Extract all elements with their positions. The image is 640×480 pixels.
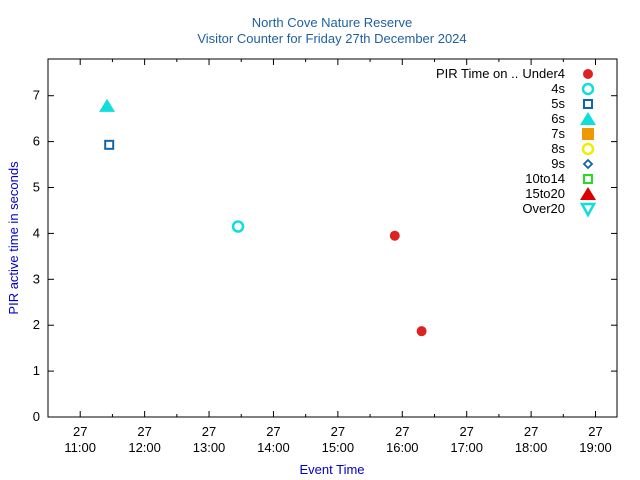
data-point — [99, 98, 116, 112]
legend-label: 15to20 — [525, 186, 565, 201]
x-tick-label-time: 15:00 — [322, 440, 355, 455]
legend-marker — [582, 128, 594, 140]
x-tick-label-day: 27 — [137, 424, 151, 439]
legend-marker — [583, 174, 593, 184]
x-tick-label-day: 27 — [395, 424, 409, 439]
x-tick-label-time: 14:00 — [257, 440, 290, 455]
plot-frame — [47, 58, 618, 418]
legend-marker — [583, 99, 593, 109]
legend-marker — [579, 202, 597, 218]
y-tick-label: 4 — [33, 225, 40, 240]
x-tick-label-day: 27 — [588, 424, 602, 439]
legend-label: Over20 — [522, 201, 565, 216]
x-tick-label-time: 19:00 — [579, 440, 612, 455]
x-tick-label-time: 18:00 — [515, 440, 548, 455]
legend-label: 5s — [551, 96, 565, 111]
x-tick-label-day: 27 — [73, 424, 87, 439]
x-tick-label-time: 11:00 — [64, 440, 96, 455]
x-tick-label-time: 16:00 — [386, 440, 419, 455]
y-axis: 0 1 2 3 4 5 6 7 — [33, 88, 617, 424]
x-tick-label-day: 27 — [331, 424, 345, 439]
data-point — [416, 326, 427, 337]
data-point — [231, 220, 245, 233]
x-axis-label: Event Time — [299, 462, 364, 477]
y-tick-label: 5 — [33, 180, 40, 195]
legend-label: 4s — [551, 81, 565, 96]
legend-marker — [581, 142, 595, 156]
data-points — [99, 98, 427, 337]
x-tick-label-time: 13:00 — [193, 440, 226, 455]
legend-label: Under4 — [522, 66, 565, 81]
x-tick-label-time: 12:00 — [128, 440, 161, 455]
y-axis-label: PIR active time in seconds — [6, 161, 21, 315]
legend-label: 10to14 — [525, 171, 565, 186]
y-tick-label: 0 — [33, 409, 40, 424]
x-axis: 2711:002712:002713:002714:002715:002716:… — [47, 59, 612, 455]
chart-subtitle: Visitor Counter for Friday 27th December… — [197, 31, 466, 46]
y-tick-label: 2 — [33, 317, 40, 332]
y-tick-label: 1 — [33, 363, 40, 378]
legend-marker — [580, 187, 596, 200]
x-tick-label-day: 27 — [459, 424, 473, 439]
x-tick-label-time: 17:00 — [450, 440, 483, 455]
data-point — [104, 139, 115, 150]
y-tick-label: 7 — [33, 88, 40, 103]
x-tick-label-day: 27 — [202, 424, 216, 439]
legend-label: 6s — [551, 111, 565, 126]
legend-label: 8s — [551, 141, 565, 156]
x-tick-label-day: 27 — [266, 424, 280, 439]
legend-label: 9s — [551, 156, 565, 171]
legend-title: PIR Time on .. — [436, 66, 518, 81]
x-tick-label-day: 27 — [524, 424, 538, 439]
legend-marker — [581, 82, 595, 96]
data-point — [389, 230, 400, 241]
legend-marker — [583, 69, 593, 79]
y-tick-label: 6 — [33, 134, 40, 149]
y-tick-label: 3 — [33, 271, 40, 286]
legend-marker — [582, 158, 594, 170]
chart-title: North Cove Nature Reserve — [252, 15, 412, 30]
legend-label: 7s — [551, 126, 565, 141]
legend-marker — [580, 112, 596, 125]
